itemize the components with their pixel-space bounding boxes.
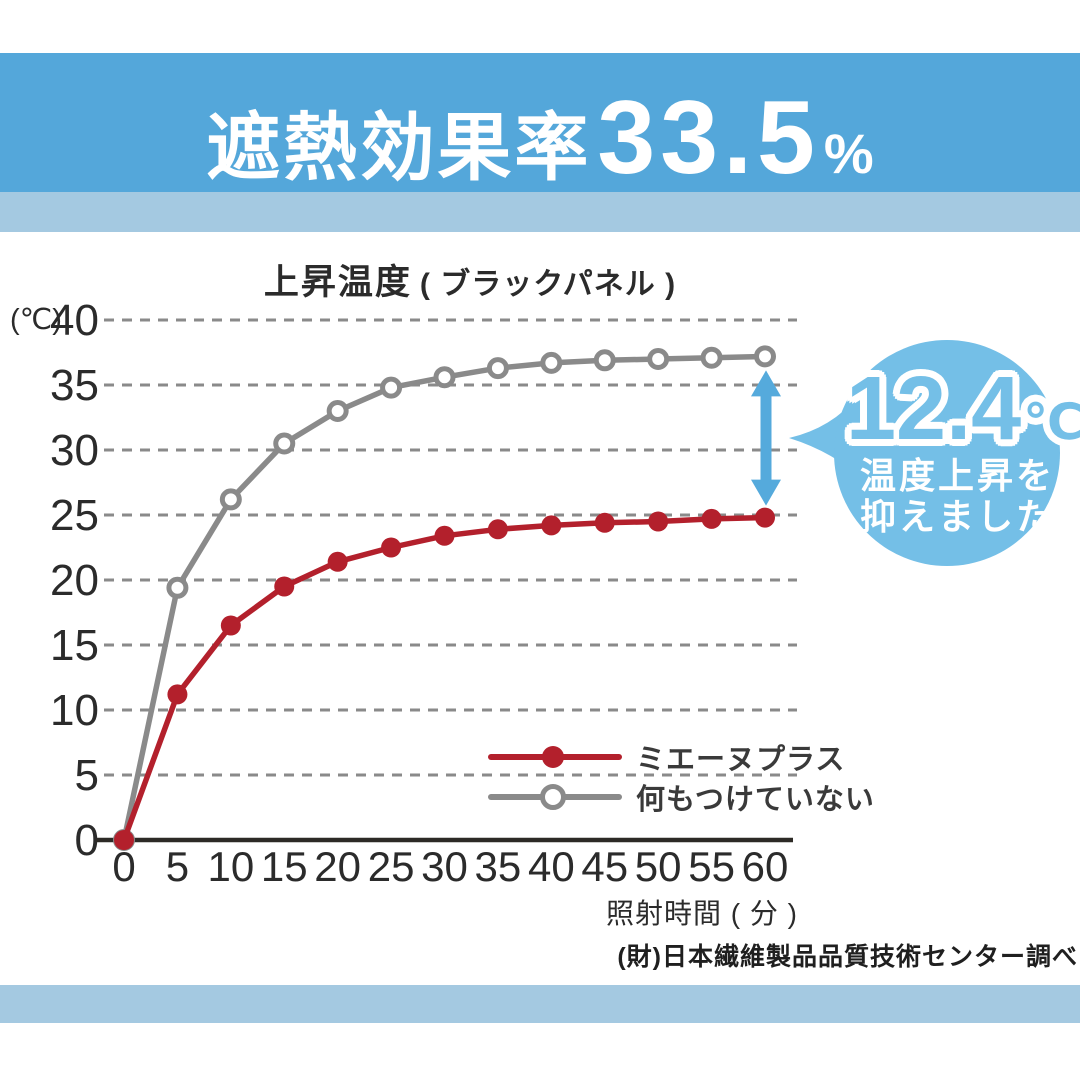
legend-red-dot-icon: [542, 746, 564, 768]
bubble-text-line1: 温度上昇を: [860, 455, 1056, 496]
x-tick-35: 35: [475, 843, 522, 890]
y-tick-20: 20: [50, 556, 99, 605]
legend-marker-untreated: [488, 783, 622, 811]
x-tick-0: 0: [112, 843, 135, 890]
y-tick-40: 40: [50, 296, 99, 345]
x-tick-55: 55: [688, 843, 735, 890]
delta-arrow-icon: [751, 370, 781, 506]
legend-open-circle-icon: [540, 784, 566, 810]
y-tick-15: 15: [50, 621, 99, 670]
marker-untreated-40: [540, 351, 563, 374]
marker-product-30: [434, 525, 455, 546]
marker-product-55: [701, 508, 722, 529]
x-tick-45: 45: [581, 843, 628, 890]
marker-untreated-5: [166, 576, 189, 599]
y-tick-0: 0: [75, 816, 99, 865]
chart-title-main: 上昇温度: [263, 263, 412, 302]
x-tick-25: 25: [368, 843, 415, 890]
marker-product-5: [167, 684, 188, 705]
x-tick-10: 10: [207, 843, 254, 890]
legend-label-untreated: 何もつけていない: [636, 784, 875, 816]
x-tick-20: 20: [314, 843, 361, 890]
marker-product-0: [114, 830, 134, 850]
marker-untreated-30: [433, 366, 456, 389]
x-tick-60: 60: [742, 843, 789, 890]
bubble-text-line2: 抑えました！: [860, 496, 1080, 537]
legend-label-product: ミエーヌプラス: [636, 744, 846, 776]
legend-marker-product: [488, 743, 622, 771]
marker-untreated-15: [273, 432, 296, 455]
marker-untreated-50: [647, 348, 670, 370]
marker-product-10: [220, 615, 241, 636]
y-tick-30: 30: [50, 426, 99, 475]
bubble-value: 12.4 ℃: [846, 358, 1080, 461]
source-note: (財)日本繊維製品品質技術センター調べ: [617, 943, 1078, 971]
marker-product-50: [648, 511, 669, 532]
y-tick-10: 10: [50, 686, 99, 735]
bubble-value-number: 12.4: [846, 359, 1022, 459]
x-tick-30: 30: [421, 843, 468, 890]
title-value: 33.5: [597, 80, 820, 196]
bubble-value-unit: ℃: [1023, 394, 1080, 450]
bubble-circle: [834, 340, 1060, 566]
y-axis-unit: (℃): [10, 304, 62, 336]
title-prefix: 遮熱効果率: [206, 106, 592, 189]
x-tick-50: 50: [635, 843, 682, 890]
marker-product-45: [594, 512, 615, 533]
main-title: 遮熱効果率 33.5%: [0, 53, 1080, 196]
divider-strip-top: [0, 192, 1080, 232]
x-tick-15: 15: [261, 843, 308, 890]
y-tick-35: 35: [50, 361, 99, 410]
marker-untreated-25: [380, 376, 403, 399]
title-unit: %: [823, 122, 874, 185]
header-banner: 遮熱効果率 33.5%: [0, 53, 1080, 196]
chart-title-sub: ( ブラックパネル ): [419, 268, 677, 301]
marker-product-20: [327, 551, 348, 572]
marker-product-40: [541, 515, 562, 536]
marker-product-35: [487, 519, 508, 540]
divider-strip-bottom: [0, 985, 1080, 1023]
marker-product-15: [274, 576, 295, 597]
marker-untreated-45: [593, 349, 616, 372]
marker-untreated-55: [700, 346, 723, 369]
marker-product-25: [381, 537, 402, 558]
marker-untreated-10: [219, 488, 242, 511]
y-tick-25: 25: [50, 491, 99, 540]
x-axis-title: 照射時間 ( 分 ): [606, 898, 798, 929]
legend-item-product: ミエーヌプラス: [488, 737, 845, 777]
x-tick-5: 5: [166, 843, 189, 890]
chart-title: 上昇温度 ( ブラックパネル ): [264, 254, 676, 305]
marker-untreated-60: [754, 345, 776, 368]
marker-untreated-20: [326, 400, 349, 422]
marker-product-60: [755, 507, 775, 528]
legend-item-untreated: 何もつけていない: [488, 777, 875, 817]
x-tick-40: 40: [528, 843, 575, 890]
marker-untreated-35: [486, 357, 509, 380]
y-tick-5: 5: [75, 751, 99, 800]
